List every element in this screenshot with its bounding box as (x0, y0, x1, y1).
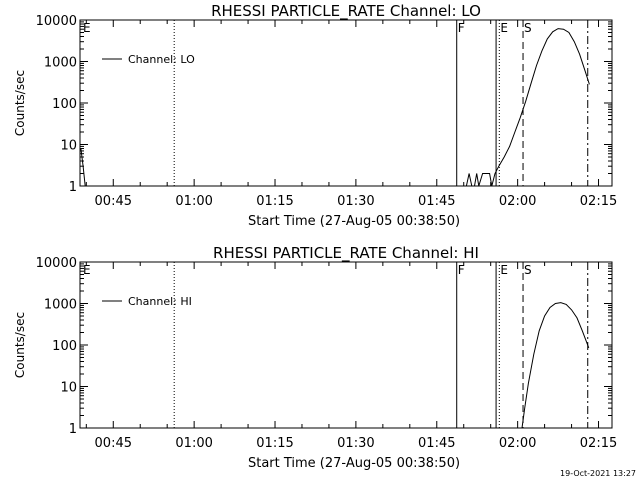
y-axis-label: Counts/sec (13, 312, 27, 378)
series-line (521, 302, 590, 429)
event-marker-label: S (524, 263, 532, 277)
y-tick-label: 1000 (44, 298, 77, 313)
event-marker-label: E (83, 21, 91, 35)
y-tick-label: 100 (52, 339, 77, 354)
plot-frame (79, 261, 613, 429)
chart-panel-1: RHESSI PARTICLE_RATE Channel: LO Start Ti… (13, 2, 617, 229)
x-tick-label: 01:15 (256, 436, 293, 451)
x-tick-label: 00:45 (95, 436, 132, 451)
x-axis-label: Start Time (27-Aug-05 00:38:50) (248, 456, 460, 471)
x-tick-label: 01:15 (256, 194, 293, 209)
chart-panel-2: RHESSI PARTICLE_RATE Channel: HI Start Ti… (13, 244, 617, 471)
chart-title: RHESSI PARTICLE_RATE Channel: LO (211, 2, 481, 21)
x-tick-label: 01:45 (418, 436, 455, 451)
x-tick-label: 02:00 (499, 436, 536, 451)
y-tick-label: 10000 (36, 14, 77, 29)
footer-timestamp: 19-Oct-2021 13:27 (560, 469, 636, 478)
legend-label: Channel: HI (128, 295, 192, 308)
x-tick-label: 02:15 (580, 194, 617, 209)
event-marker-label: E (83, 263, 91, 277)
y-tick-label: 1000 (44, 56, 77, 71)
y-axis-label: Counts/sec (13, 70, 27, 136)
event-marker-label: S (524, 21, 532, 35)
event-marker-label: F (458, 263, 465, 277)
x-axis-label: Start Time (27-Aug-05 00:38:50) (248, 214, 460, 229)
x-tick-label: 01:00 (175, 194, 212, 209)
x-tick-label: 01:30 (337, 436, 374, 451)
y-tick-label: 10 (60, 381, 77, 396)
plot-frame (79, 19, 613, 187)
event-marker-label: F (458, 21, 465, 35)
event-marker-label: E (500, 21, 508, 35)
series-line (80, 28, 590, 187)
x-tick-label: 00:45 (95, 194, 132, 209)
chart-title: RHESSI PARTICLE_RATE Channel: HI (213, 244, 479, 263)
x-tick-label: 02:00 (499, 194, 536, 209)
y-tick-label: 10000 (36, 256, 77, 271)
y-tick-label: 100 (52, 97, 77, 112)
event-marker-label: E (500, 263, 508, 277)
y-tick-label: 1 (69, 180, 77, 195)
y-tick-label: 10 (60, 139, 77, 154)
legend-label: Channel: LO (128, 53, 195, 66)
x-tick-label: 01:00 (175, 436, 212, 451)
x-tick-label: 01:30 (337, 194, 374, 209)
x-tick-label: 02:15 (580, 436, 617, 451)
y-tick-label: 1 (69, 422, 77, 437)
x-tick-label: 01:45 (418, 194, 455, 209)
